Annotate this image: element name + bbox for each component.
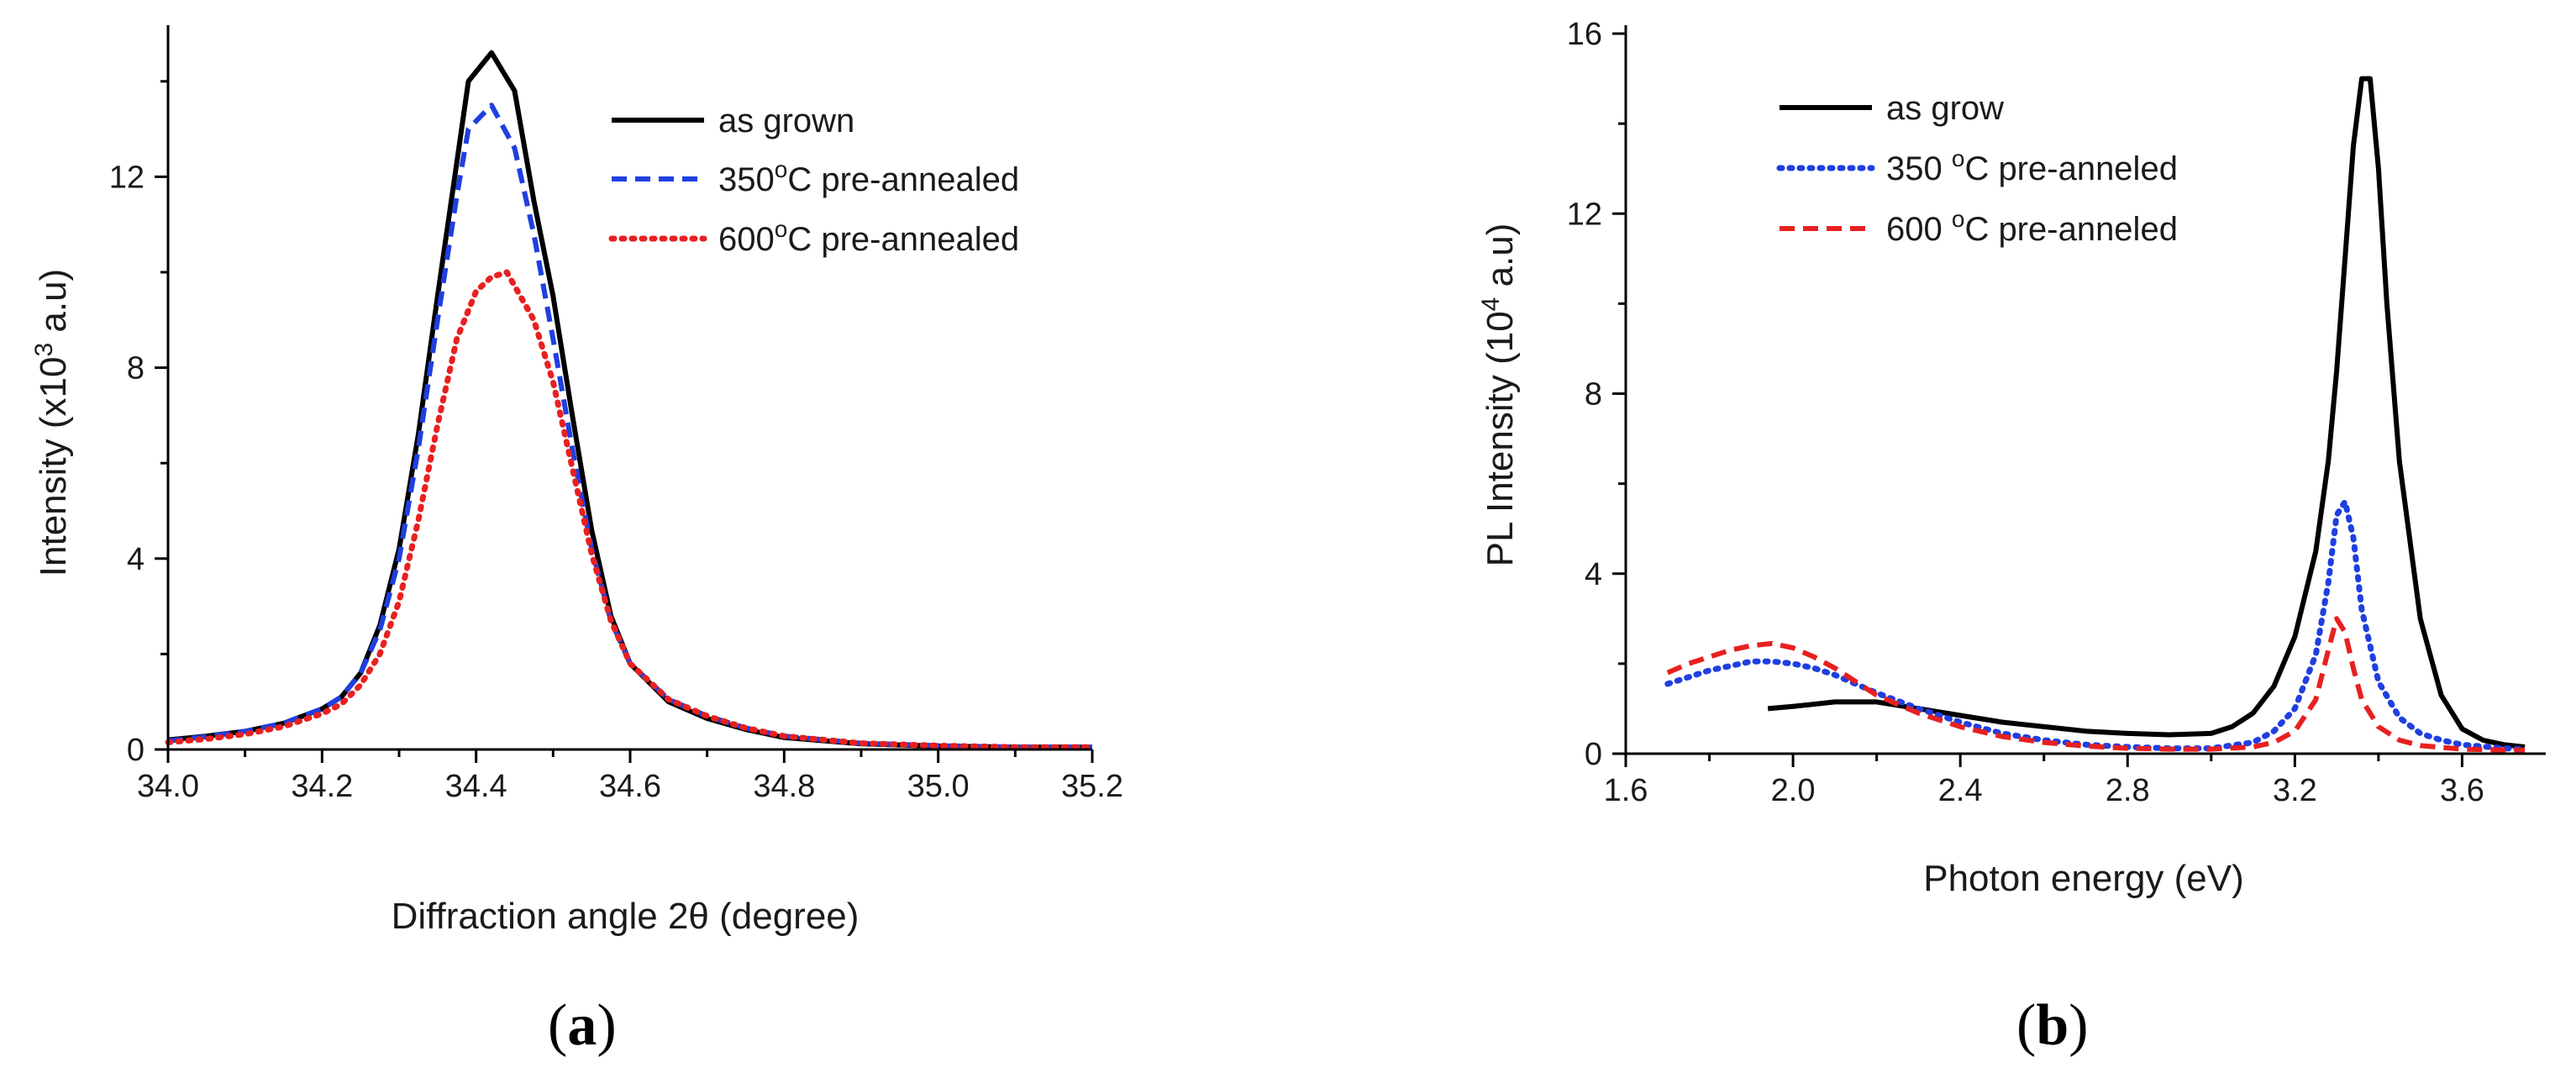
series-line-b-1 [1664,498,2528,753]
chart-panel-b: 1.6 2.0 2.4 2.8 3.2 3.6 0 4 8 12 16 Photon energy … [1477,17,2546,1058]
x-tick-label-b-0: 1.6 [1604,773,1648,808]
x-tick-label-a-3: 34.6 [599,769,661,804]
y-tick-label-a-3: 12 [109,160,145,195]
y-tick-label-b-3: 12 [1567,197,1602,232]
y-axis-label-a-prefix: Intensity (x10 [33,357,74,577]
series-line-a-0 [167,50,1092,750]
y-tick-label-a-2: 8 [127,351,145,387]
tick-labels-b: 1.6 2.0 2.4 2.8 3.2 3.6 0 4 8 12 16 [1567,17,2484,808]
series-layer-b [1664,76,2528,753]
x-tick-label-a-4: 34.8 [753,769,815,804]
x-tick-label-a-5: 35.0 [907,769,970,804]
legend-label-as-grown: as grown [718,103,854,139]
y-axis-label-a: Intensity (x103 a.u) [30,269,74,576]
x-tick-label-a-0: 34.0 [137,769,199,804]
x-tick-label-b-5: 3.6 [2440,773,2484,808]
y-tick-label-b-1: 4 [1585,557,1602,592]
series-line-b-0 [1767,76,2526,749]
chart-panel-a: 34.0 34.2 34.4 34.6 34.8 35.0 35.2 0 4 8 12 Diffra… [30,25,1123,1058]
y-tick-label-a-0: 0 [127,733,145,768]
x-tick-label-b-1: 2.0 [1771,773,1816,808]
tick-labels-a: 34.0 34.2 34.4 34.6 34.8 35.0 35.2 0 4 8 12 [109,160,1123,804]
legend-label-600-pre-annealed: 600oC pre-annealed [718,216,1019,258]
panel-label-b: (b) [2016,993,2089,1058]
x-tick-label-a-2: 34.4 [445,769,507,804]
y-tick-label-b-2: 8 [1585,377,1602,413]
legend-b: as grow 350 oC pre-anneled 600 oC pre-an… [1776,90,2178,248]
y-axis-label-b-suffix: a.u) [1480,223,1521,297]
series-layer-a [165,50,1096,750]
x-axis-label-a: Diffraction angle 2θ (degree) [392,896,860,937]
x-tick-label-a-1: 34.2 [291,769,353,804]
y-axis-label-b-sup: 4 [1477,297,1505,312]
y-axis-label-b: PL Intensity (104 a.u) [1477,223,1521,567]
legend-label-600-pre-anneled: 600 oC pre-anneled [1886,206,2178,248]
y-tick-label-b-0: 0 [1585,737,1602,772]
y-tick-label-a-1: 4 [127,542,145,577]
x-tick-label-b-2: 2.4 [1938,773,1983,808]
x-axis-label-b: Photon energy (eV) [1923,858,2244,899]
legend-label-350-pre-annealed: 350oC pre-annealed [718,156,1019,198]
x-tick-label-b-3: 2.8 [2105,773,2150,808]
panel-label-a: (a) [548,993,617,1058]
x-tick-label-a-6: 35.2 [1061,769,1123,804]
axes-a [155,25,1094,763]
y-axis-label-a-sup: 3 [30,343,58,357]
series-line-a-1 [167,103,1092,750]
legend-a: as grown 350oC pre-annealed 600oC pre-an… [608,103,1019,258]
y-tick-label-b-4: 16 [1567,17,1602,52]
series-line-a-2 [165,269,1096,750]
y-axis-label-b-prefix: PL Intensity (10 [1480,311,1521,566]
y-axis-label-a-suffix: a.u) [33,269,74,343]
axes-b [1612,25,2546,767]
legend-label-as-grow: as grow [1886,90,2004,127]
series-line-b-2 [1666,616,2526,753]
legend-label-350-pre-anneled: 350 oC pre-anneled [1886,145,2178,187]
x-tick-label-b-4: 3.2 [2273,773,2317,808]
